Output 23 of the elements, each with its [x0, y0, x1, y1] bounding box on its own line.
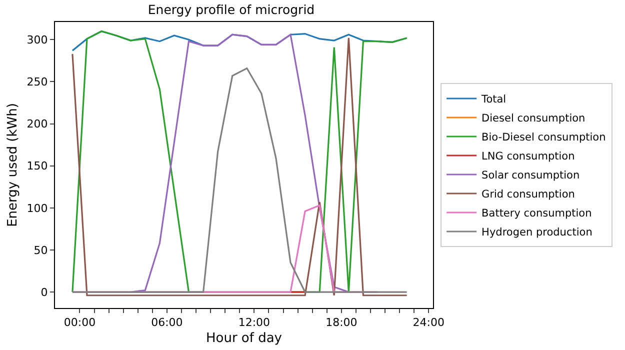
legend-label: Hydrogen production — [482, 226, 592, 239]
x-tick-label: 24:00 — [412, 316, 444, 330]
x-tick-label: 00:00 — [64, 316, 96, 330]
y-tick-label: 50 — [34, 244, 48, 257]
y-tick-label: 200 — [26, 118, 48, 131]
legend-label: Diesel consumption — [482, 112, 586, 125]
y-tick-label: 300 — [26, 34, 48, 47]
legend-label: LNG consumption — [482, 150, 575, 163]
x-axis-title: Hour of day — [206, 330, 282, 346]
y-tick-label: 150 — [26, 160, 48, 173]
legend-label: Grid consumption — [482, 188, 575, 201]
legend-label: Solar consumption — [482, 170, 580, 182]
legend-label: Battery consumption — [482, 208, 592, 220]
legend-label: Bio-Diesel consumption — [482, 132, 606, 144]
y-axis-title: Energy used (kWh) — [6, 103, 21, 227]
y-tick-label: 250 — [26, 76, 48, 89]
y-tick-label: 0 — [40, 286, 48, 299]
legend-label: Total — [480, 94, 506, 106]
x-tick-label: 12:00 — [238, 316, 270, 330]
x-tick-label: 06:00 — [151, 316, 183, 330]
y-tick-label: 100 — [26, 202, 48, 215]
x-tick-label: 18:00 — [326, 316, 358, 330]
chart-title: Energy profile of microgrid — [148, 2, 315, 17]
